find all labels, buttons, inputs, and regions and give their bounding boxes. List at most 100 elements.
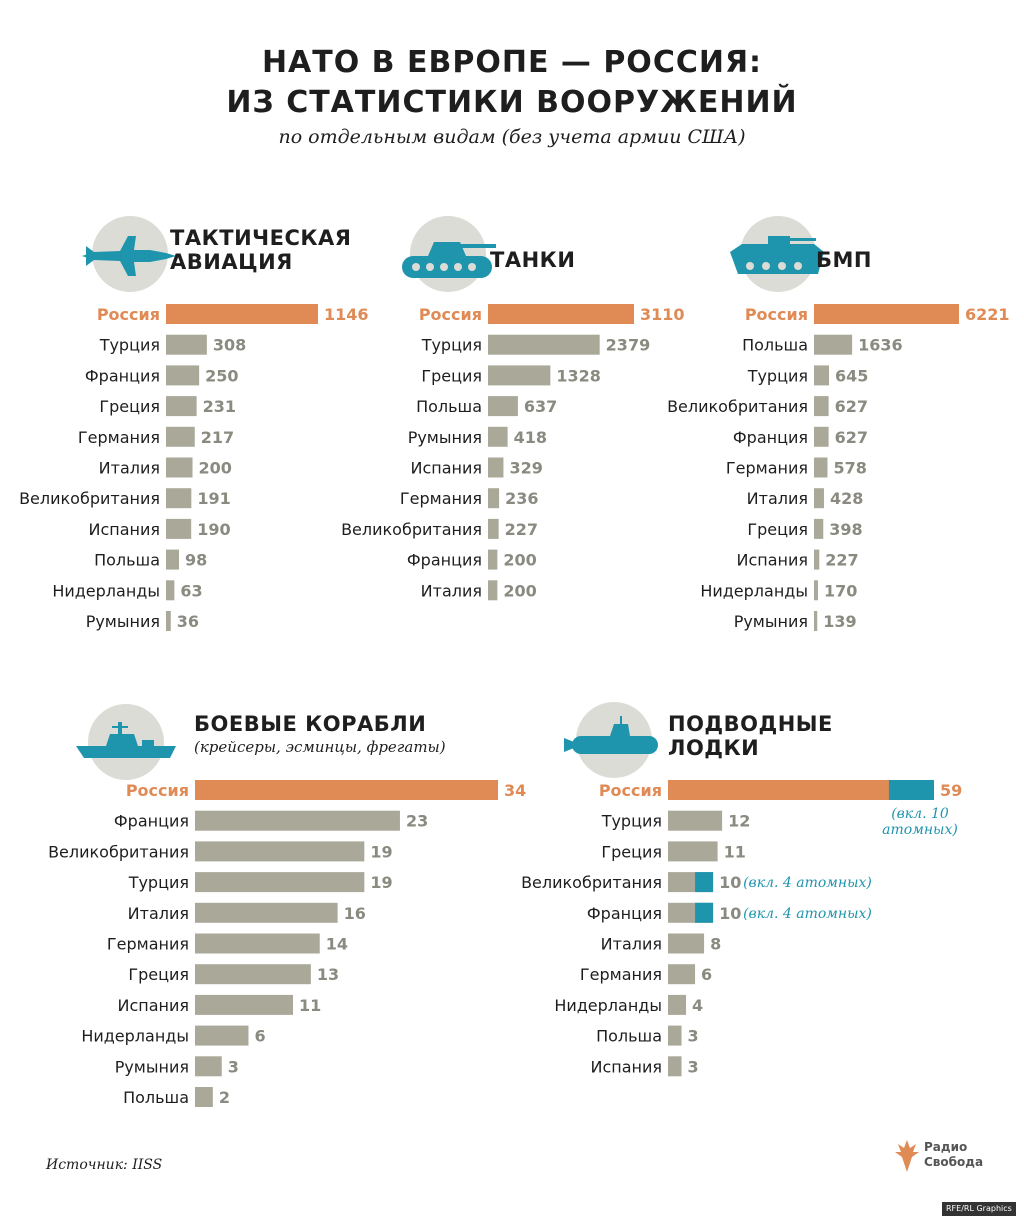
bmp-bar-4: [814, 426, 829, 447]
bmp-label-4: Франция: [733, 428, 808, 447]
subs-value-2: 11: [724, 842, 746, 861]
aviation-title: ТАКТИЧЕСКАЯ АВИАЦИЯ: [170, 226, 351, 274]
bmp-value-4: 627: [835, 428, 868, 447]
ships-label-3: Турция: [128, 873, 189, 892]
icon-circle-subs: [564, 702, 658, 778]
subs-label-6: Германия: [580, 965, 662, 984]
ships-value-4: 16: [344, 904, 366, 923]
tanks-bar-7: [488, 518, 499, 539]
ships-label-4: Италия: [128, 904, 189, 923]
subs-label-7: Нидерланды: [554, 996, 662, 1015]
subs-value-9: 3: [688, 1057, 699, 1076]
ships-value-0: 34: [504, 781, 526, 800]
subs-bar-5: [668, 933, 705, 954]
subs-bar-0: [668, 780, 934, 800]
aviation-bar-1: [166, 334, 207, 355]
aviation-label-9: Нидерланды: [52, 581, 160, 600]
bmp-label-7: Греция: [747, 520, 808, 539]
tanks-value-0: 3110: [640, 305, 685, 324]
ships-title: БОЕВЫЕ КОРАБЛИ: [194, 712, 426, 736]
tanks-bar-2: [488, 365, 551, 386]
bmp-bar-5: [814, 457, 828, 478]
subs-value-7: 4: [692, 996, 703, 1015]
logo-text: Радио Свобода: [924, 1140, 983, 1170]
subs-annotation-0-l2: атомных): [882, 822, 958, 838]
aviation-title-line2: АВИАЦИЯ: [170, 250, 293, 274]
subs-bar-9: [668, 1056, 682, 1077]
ships-bar-8: [195, 1025, 249, 1046]
subs-value-0: 59: [940, 781, 962, 800]
bmp-title-line1: БМП: [816, 248, 872, 272]
icon-circle-bmp: [730, 216, 824, 292]
bmp-label-1: Польша: [742, 336, 808, 355]
tanks-label-4: Румыния: [408, 428, 482, 447]
ships-value-7: 11: [299, 996, 321, 1015]
subs-annotation-3: (вкл. 4 атомных): [743, 875, 872, 891]
subs-label-9: Испания: [590, 1057, 662, 1076]
subs-value-8: 3: [688, 1027, 699, 1046]
aviation-bar-3: [166, 396, 197, 417]
aviation-label-8: Польша: [94, 551, 160, 570]
bmp-bar-6: [814, 488, 824, 509]
aviation-value-0: 1146: [324, 305, 369, 324]
ships-bar-4: [195, 902, 338, 923]
bmp-label-5: Германия: [726, 459, 808, 478]
tanks-title-line1: ТАНКИ: [490, 248, 576, 272]
radio-svoboda-torch-icon: [895, 1140, 919, 1172]
bmp-bar-10: [814, 611, 818, 631]
bmp-label-6: Италия: [747, 489, 808, 508]
ships-bar-0: [195, 780, 498, 800]
aviation-bar-4: [166, 426, 195, 447]
ships-label-8: Нидерланды: [81, 1027, 189, 1046]
subs-label-4: Франция: [587, 904, 662, 923]
fighter-jet-icon: [82, 236, 176, 276]
bmp-label-2: Турция: [747, 366, 808, 385]
bmp-value-10: 139: [823, 612, 856, 631]
aviation-value-10: 36: [177, 612, 199, 631]
icon-circle-aviation: [82, 216, 176, 292]
subs-bar-8: [668, 1025, 682, 1046]
aviation-value-9: 63: [180, 581, 202, 600]
aviation-value-2: 250: [205, 366, 238, 385]
subs-label-3: Великобритания: [521, 873, 662, 892]
aviation-label-0: Россия: [97, 305, 160, 324]
ships-bar-1: [195, 810, 400, 831]
tanks-value-2: 1328: [556, 366, 601, 385]
tanks-label-1: Турция: [421, 336, 482, 355]
bmp-bar-3: [814, 396, 829, 417]
ships-value-1: 23: [406, 812, 428, 831]
aviation-label-4: Германия: [78, 428, 160, 447]
subs-nuclear-bar-4: [695, 902, 714, 923]
bmp-bar-8: [814, 549, 820, 570]
subs-bar-1: [668, 810, 723, 831]
aviation-value-8: 98: [185, 551, 207, 570]
warship-icon: [76, 722, 176, 758]
ships-label-9: Румыния: [115, 1057, 189, 1076]
bmp-value-7: 398: [829, 520, 862, 539]
aviation-label-6: Великобритания: [19, 489, 160, 508]
source-note: Источник: IISS: [46, 1157, 163, 1173]
tanks-value-9: 200: [503, 581, 536, 600]
aviation-label-7: Испания: [88, 520, 160, 539]
tanks-label-8: Франция: [407, 551, 482, 570]
tanks-label-0: Россия: [419, 305, 482, 324]
subs-label-5: Италия: [601, 935, 662, 954]
tanks-title: ТАНКИ: [490, 248, 575, 272]
subs-bar-7: [668, 994, 687, 1015]
aviation-bar-10: [166, 611, 171, 631]
aviation-value-4: 217: [201, 428, 234, 447]
ships-label-6: Греция: [128, 965, 189, 984]
tanks-value-7: 227: [505, 520, 538, 539]
aviation-bar-5: [166, 457, 193, 478]
aviation-bar-7: [166, 518, 192, 539]
aviation-value-5: 200: [199, 459, 232, 478]
subs-title: ПОДВОДНЫЕ ЛОДКИ: [668, 712, 833, 760]
aviation-bar-6: [166, 488, 192, 509]
logo-line1: Радио: [924, 1140, 968, 1154]
ships-value-10: 2: [219, 1088, 230, 1107]
subs-label-0: Россия: [599, 781, 662, 800]
tanks-bar-1: [488, 334, 600, 355]
bmp-value-6: 428: [830, 489, 863, 508]
tanks-label-3: Польша: [416, 397, 482, 416]
subs-label-1: Турция: [601, 812, 662, 831]
